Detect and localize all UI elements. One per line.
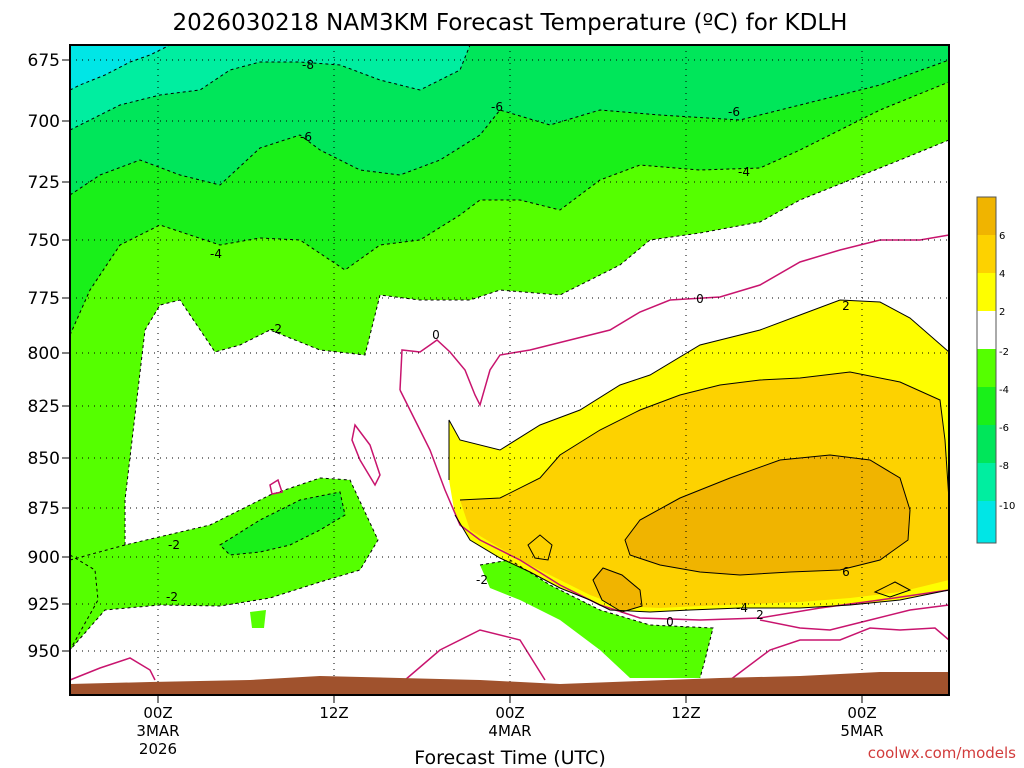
y-tick-label: 775 [28, 289, 60, 309]
y-tick-label: 950 [28, 642, 60, 662]
contour-label: -6 [300, 130, 312, 144]
colorbar-swatch-minus2-to-2 [977, 311, 996, 349]
colorbar-label: 2 [999, 307, 1005, 318]
x-tick-date: 3MAR [136, 722, 179, 740]
credit-text: coolwx.com/models [868, 744, 1016, 762]
contour-label: -2 [168, 538, 180, 552]
plot-area: -8 -6 -6 -6 -4 -4 -2 -2 -2 -2 0 0 0 2 2 … [69, 44, 950, 696]
colorbar-swatch-minus4-to-minus2 [977, 349, 996, 387]
colorbar: 6 4 2 -2 -4 -6 -8 -10 [976, 196, 1015, 544]
x-axis: 00Z 3MAR 2026 12Z 00Z 4MAR 12Z 00Z 5MAR … [136, 695, 884, 768]
x-axis-title: Forecast Time (UTC) [414, 747, 605, 768]
colorbar-swatch-4-to-6 [977, 235, 996, 273]
colorbar-label: -10 [999, 501, 1015, 512]
contour-label: 0 [666, 615, 674, 629]
contour-label: 2 [756, 608, 764, 622]
zero-contours [69, 234, 950, 681]
x-tick-label: 00Z [847, 704, 876, 722]
contour-label: 0 [432, 328, 440, 342]
y-tick-label: 875 [28, 499, 60, 519]
y-tick-label: 900 [28, 548, 60, 568]
region-lowlevel-minus-4 [220, 492, 345, 555]
contour-label: -6 [728, 105, 740, 119]
colorbar-swatch-minus10-to-minus8 [977, 463, 996, 501]
negative-contours [69, 44, 950, 679]
y-tick-label: 850 [28, 449, 60, 469]
contour-label: -8 [302, 58, 314, 72]
region-below-minus-10 [70, 45, 170, 90]
contour-label: -2 [270, 322, 282, 336]
colorbar-swatch-2-to-4 [977, 273, 996, 311]
x-tick-year: 2026 [139, 740, 177, 758]
colorbar-label: 6 [999, 231, 1005, 242]
x-tick-date: 4MAR [488, 722, 531, 740]
contour-label: -4 [210, 247, 222, 261]
contour-label: -4 [736, 601, 748, 615]
region-lowlevel-minus-2-c [480, 560, 713, 678]
x-tick-label: 00Z [495, 704, 524, 722]
x-tick-date: 5MAR [840, 722, 883, 740]
y-tick-label: 725 [28, 173, 60, 193]
y-tick-label: 700 [28, 112, 60, 132]
x-tick-label: 12Z [671, 704, 700, 722]
y-tick-label: 675 [28, 51, 60, 71]
region-above-6 [625, 455, 910, 575]
y-tick-label: 825 [28, 397, 60, 417]
colorbar-label: 4 [999, 269, 1005, 280]
contour-label: 0 [696, 292, 704, 306]
colorbar-label: -6 [999, 423, 1009, 434]
contour-label: -4 [738, 165, 750, 179]
ground-terrain [70, 672, 949, 695]
contour-label: -2 [166, 590, 178, 604]
contour-label: -6 [491, 100, 503, 114]
x-tick-label: 00Z [143, 704, 172, 722]
colorbar-swatch-above-6 [977, 197, 996, 235]
colorbar-swatch-below-minus10 [977, 501, 996, 543]
grid [70, 45, 949, 695]
y-tick-label: 750 [28, 231, 60, 251]
region-above-6-small [593, 568, 642, 612]
region-lowlevel-minus-2-d [250, 610, 266, 628]
y-tick-label: 925 [28, 595, 60, 615]
y-axis: 675 700 725 750 775 800 825 850 875 900 … [28, 51, 70, 662]
colorbar-label: -8 [999, 461, 1009, 472]
colorbar-label: -2 [999, 347, 1009, 358]
positive-contours [448, 299, 950, 613]
colorbar-swatch-minus6-to-minus4 [977, 387, 996, 425]
y-tick-label: 800 [28, 344, 60, 364]
region-minus-8-to-minus-10 [70, 45, 470, 130]
contour-label: -2 [476, 573, 488, 587]
region-minus-6-to-minus-8 [70, 45, 949, 195]
contour-label: 2 [842, 299, 850, 313]
contour-label: 6 [842, 565, 850, 579]
colorbar-label: -4 [999, 385, 1009, 396]
colorbar-swatch-minus8-to-minus6 [977, 425, 996, 463]
chart-title: 2026030218 NAM3KM Forecast Temperature (… [173, 10, 848, 36]
contour-labels: -8 -6 -6 -6 -4 -4 -2 -2 -2 -2 0 0 0 2 2 … [166, 58, 850, 629]
x-tick-label: 12Z [319, 704, 348, 722]
